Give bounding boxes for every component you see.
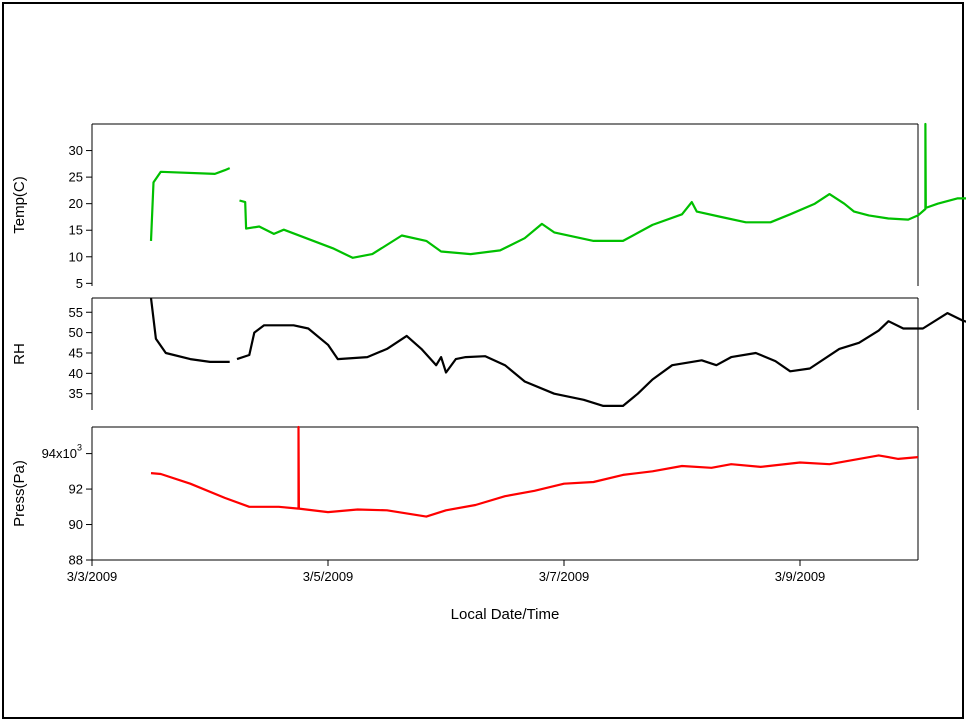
temperature-series-line [239, 122, 966, 259]
x-axis-title: Local Date/Time [451, 606, 560, 623]
x-tick-label: 3/9/2009 [775, 569, 826, 584]
x-tick-label: 3/7/2009 [539, 569, 590, 584]
x-tick-label: 3/5/2009 [303, 569, 354, 584]
pressure-y-axis-title: Press(Pa) [11, 460, 28, 527]
temperature-series-line [149, 167, 231, 241]
pressure-y-tick-label: 90 [69, 517, 83, 532]
x-tick-label: 3/3/2009 [67, 569, 118, 584]
temperature-y-tick-label: 25 [69, 170, 83, 185]
humidity-series-line [149, 297, 230, 363]
pressure-y-tick-label: 92 [69, 482, 83, 497]
temperature-y-tick-label: 30 [69, 143, 83, 158]
pressure-y-tick-exponent: 3 [77, 443, 82, 453]
temperature-y-tick-label: 10 [69, 249, 83, 264]
temperature-y-tick-label: 5 [76, 276, 83, 291]
temperature-y-tick-label: 20 [69, 196, 83, 211]
humidity-y-tick-label: 40 [69, 366, 83, 381]
humidity-y-tick-label: 50 [69, 325, 83, 340]
temperature-y-tick-label: 15 [69, 223, 83, 238]
humidity-y-tick-label: 35 [69, 386, 83, 401]
humidity-y-tick-label: 45 [69, 345, 83, 360]
pressure-y-tick-label: 88 [69, 553, 83, 568]
humidity-y-tick-label: 55 [69, 305, 83, 320]
pressure-series-line [150, 425, 919, 518]
pressure-y-tick-label: 94x10 [42, 446, 77, 461]
temperature-y-axis-title: Temp(C) [11, 176, 28, 234]
humidity-y-axis-title: RH [11, 343, 28, 365]
humidity-series-line [236, 312, 966, 407]
